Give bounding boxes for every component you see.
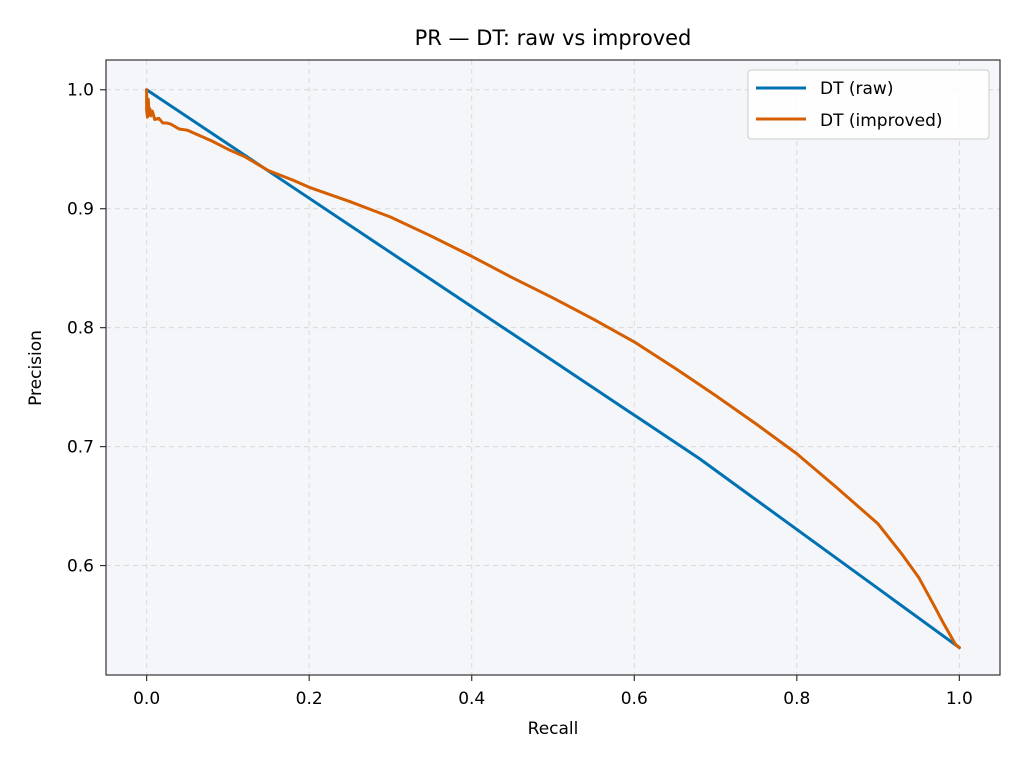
x-tick-label: 0.8 bbox=[783, 689, 810, 709]
y-tick-label: 1.0 bbox=[67, 81, 94, 101]
y-tick-label: 0.7 bbox=[67, 438, 94, 458]
y-tick-label: 0.6 bbox=[67, 557, 94, 577]
y-tick-label: 0.9 bbox=[67, 200, 94, 220]
x-tick-label: 0.0 bbox=[133, 689, 160, 709]
series-line-dt-improved bbox=[145, 88, 961, 650]
x-tick-label: 0.4 bbox=[458, 689, 485, 709]
x-tick-label: 0.2 bbox=[296, 689, 323, 709]
x-tick-label: 1.0 bbox=[946, 689, 973, 709]
chart-title: PR — DT: raw vs improved bbox=[415, 26, 692, 50]
y-tick-label: 0.8 bbox=[67, 319, 94, 339]
x-axis-label: Recall bbox=[528, 719, 579, 739]
legend-label-dt-improved: DT (improved) bbox=[820, 111, 943, 131]
grid bbox=[106, 60, 1000, 675]
legend: DT (raw) DT (improved) bbox=[747, 69, 990, 140]
series-lines bbox=[145, 88, 961, 650]
legend-label-dt-raw: DT (raw) bbox=[820, 79, 893, 99]
x-tick-label: 0.6 bbox=[621, 689, 648, 709]
axis-ticks: 0.0 0.2 0.4 0.6 0.8 1.0 0.6 0.7 0.8 0.9 1.0 bbox=[67, 81, 973, 709]
y-axis-label: Precision bbox=[26, 330, 46, 406]
plot-frame bbox=[105, 59, 1001, 676]
series-line-dt-raw bbox=[145, 88, 961, 650]
legend-box bbox=[747, 69, 990, 140]
